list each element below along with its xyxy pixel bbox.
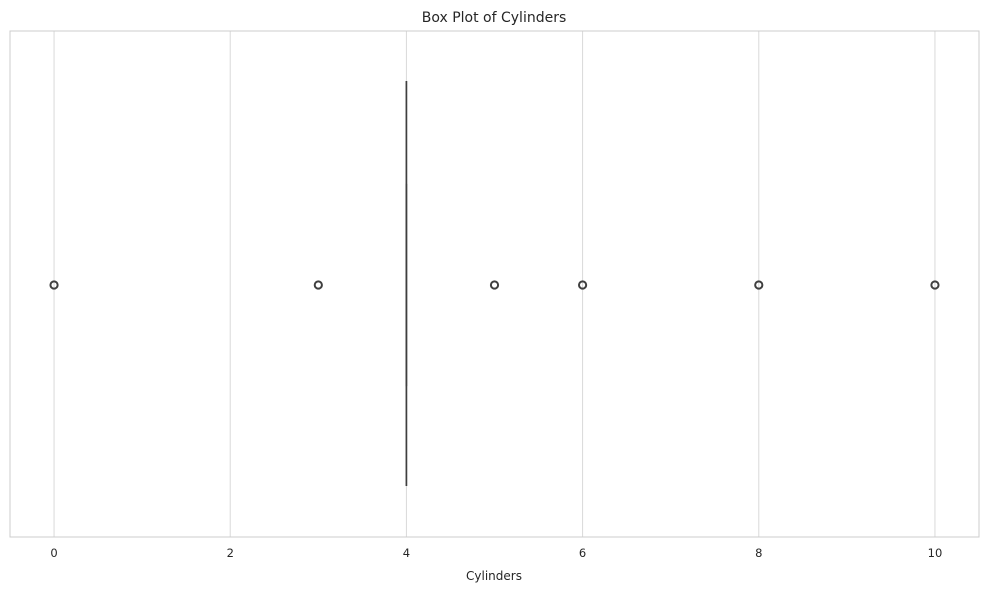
outlier-points [49,280,940,290]
plot-frame [9,30,980,538]
outlier-point [313,280,323,290]
outlier-point [49,280,59,290]
outlier-point [489,280,500,290]
x-tick-label: 6 [579,546,586,560]
x-tick-label: 4 [403,546,410,560]
x-axis-label: Cylinders [466,569,522,583]
outlier-point [577,280,588,290]
x-tick-label: 0 [50,546,57,560]
x-tick-label: 8 [755,546,762,560]
outlier-point [754,280,764,290]
outlier-point [930,280,940,290]
x-tick-label: 10 [928,546,943,560]
x-tick-label: 2 [227,546,234,560]
x-tick-labels: 0 2 4 6 8 10 [50,546,942,560]
chart-title: Box Plot of Cylinders [422,10,567,26]
